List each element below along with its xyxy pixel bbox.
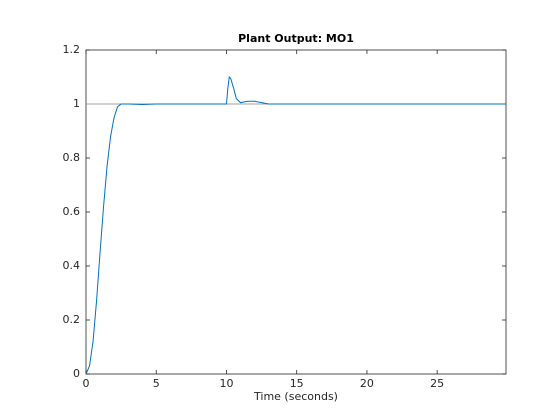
y-tick-label: 0.2 bbox=[63, 313, 81, 326]
x-tick-label: 15 bbox=[290, 377, 304, 390]
x-tick-label: 10 bbox=[219, 377, 233, 390]
y-tick-label: 1 bbox=[73, 97, 80, 110]
y-tick-label: 0.4 bbox=[63, 259, 81, 272]
series-line bbox=[85, 75, 506, 375]
x-tick-label: 20 bbox=[360, 377, 374, 390]
x-axis-label: Time (seconds) bbox=[253, 390, 338, 403]
y-tick-label: 0.6 bbox=[63, 205, 81, 218]
y-tick-label: 0 bbox=[73, 367, 80, 380]
axes-box bbox=[85, 49, 507, 375]
x-tick-label: 5 bbox=[153, 377, 160, 390]
chart-title: Plant Output: MO1 bbox=[238, 32, 354, 45]
y-tick-label: 1.2 bbox=[63, 43, 81, 56]
x-tick-label: 25 bbox=[430, 377, 444, 390]
x-tick-label: 0 bbox=[83, 377, 90, 390]
y-tick-label: 0.8 bbox=[63, 151, 81, 164]
